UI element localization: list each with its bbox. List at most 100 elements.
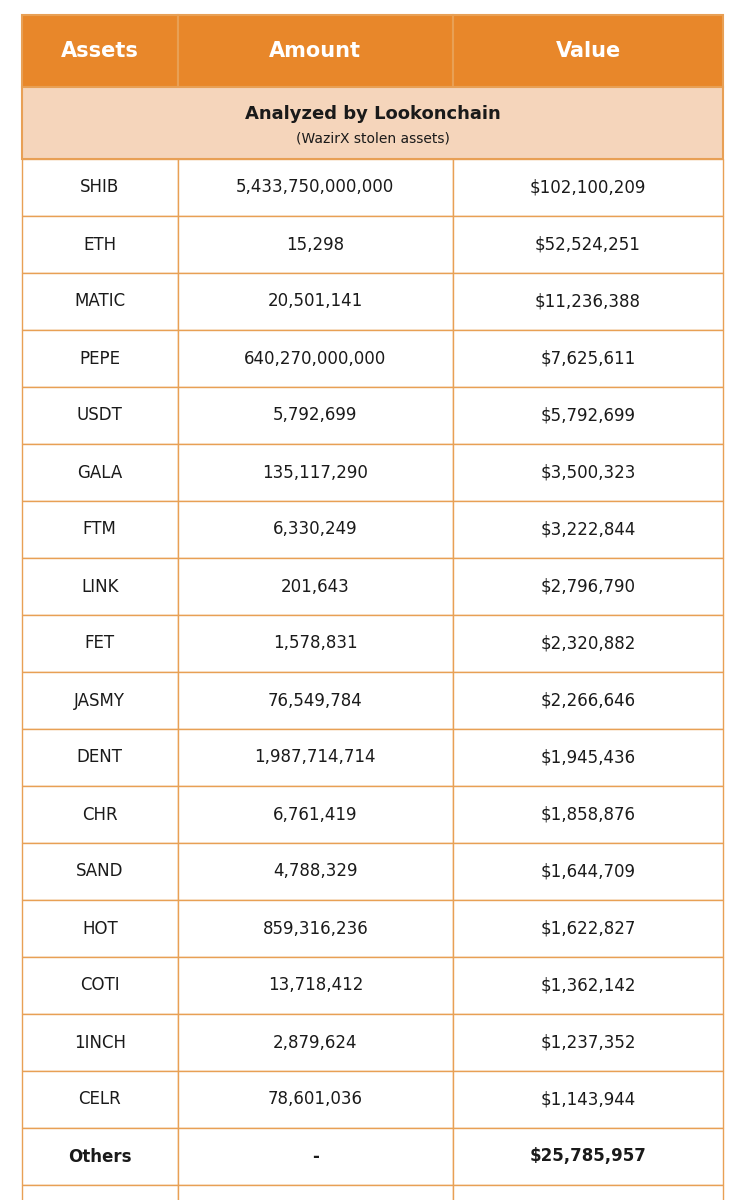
Text: SAND: SAND [76, 863, 124, 881]
Text: $7,625,611: $7,625,611 [540, 349, 635, 367]
Text: MATIC: MATIC [74, 293, 125, 311]
Bar [177, 1014, 453, 1070]
Bar [22, 1186, 177, 1200]
Text: 2,879,624: 2,879,624 [273, 1033, 358, 1051]
Text: FTM: FTM [83, 521, 117, 539]
Text: $3,222,844: $3,222,844 [540, 521, 635, 539]
Bar [177, 900, 453, 958]
Bar [22, 728, 177, 786]
Text: 13,718,412: 13,718,412 [267, 977, 363, 995]
Text: $102,100,209: $102,100,209 [530, 179, 646, 197]
Bar [22, 1070, 177, 1128]
Text: $3,500,323: $3,500,323 [540, 463, 635, 481]
Bar [22, 1014, 177, 1070]
Text: $1,945,436: $1,945,436 [540, 749, 635, 767]
Bar [177, 958, 453, 1014]
Bar [177, 216, 453, 272]
Text: $1,858,876: $1,858,876 [541, 805, 635, 823]
Text: HOT: HOT [82, 919, 118, 937]
Text: 1INCH: 1INCH [74, 1033, 126, 1051]
Text: 6,761,419: 6,761,419 [273, 805, 358, 823]
Text: $1,362,142: $1,362,142 [540, 977, 635, 995]
Bar [453, 14, 723, 86]
Text: Value: Value [556, 41, 621, 61]
Text: 640,270,000,000: 640,270,000,000 [244, 349, 387, 367]
Text: COTI: COTI [80, 977, 120, 995]
Bar [22, 330, 177, 386]
Text: 6,330,249: 6,330,249 [273, 521, 358, 539]
Text: $1,644,709: $1,644,709 [541, 863, 635, 881]
Text: LINK: LINK [81, 577, 118, 595]
Text: JASMY: JASMY [74, 691, 125, 709]
Bar [453, 330, 723, 386]
Text: CHR: CHR [82, 805, 118, 823]
Text: 135,117,290: 135,117,290 [262, 463, 368, 481]
Bar [22, 786, 177, 842]
Text: SHIB: SHIB [80, 179, 119, 197]
Bar [177, 728, 453, 786]
Text: 1,578,831: 1,578,831 [273, 635, 358, 653]
Bar [177, 444, 453, 502]
Text: $1,237,352: $1,237,352 [540, 1033, 635, 1051]
Text: ETH: ETH [83, 235, 116, 253]
Bar [453, 900, 723, 958]
Bar [453, 216, 723, 272]
Bar [453, 958, 723, 1014]
Text: 201,643: 201,643 [281, 577, 349, 595]
Text: 15,298: 15,298 [286, 235, 344, 253]
Bar [22, 444, 177, 502]
Bar [22, 842, 177, 900]
Bar [453, 1186, 723, 1200]
Text: 5,433,750,000,000: 5,433,750,000,000 [236, 179, 395, 197]
Bar [453, 614, 723, 672]
Bar [177, 1186, 453, 1200]
Bar [22, 86, 723, 158]
Bar [453, 444, 723, 502]
Text: $1,622,827: $1,622,827 [540, 919, 635, 937]
Text: Assets: Assets [61, 41, 139, 61]
Text: $1,143,944: $1,143,944 [540, 1091, 635, 1109]
Text: -: - [312, 1147, 319, 1165]
Bar [177, 842, 453, 900]
Bar [453, 1070, 723, 1128]
Bar [177, 786, 453, 842]
Bar [177, 330, 453, 386]
Text: 78,601,036: 78,601,036 [268, 1091, 363, 1109]
Text: $11,236,388: $11,236,388 [535, 293, 641, 311]
Bar [453, 158, 723, 216]
Text: GALA: GALA [77, 463, 122, 481]
Bar [453, 842, 723, 900]
Text: Others: Others [68, 1147, 132, 1165]
Bar [177, 614, 453, 672]
Text: 859,316,236: 859,316,236 [262, 919, 368, 937]
Text: 1,987,714,714: 1,987,714,714 [255, 749, 376, 767]
Text: $2,796,790: $2,796,790 [541, 577, 635, 595]
Text: $2,320,882: $2,320,882 [540, 635, 635, 653]
Bar [177, 386, 453, 444]
Bar [453, 1128, 723, 1186]
Bar [22, 900, 177, 958]
Text: CELR: CELR [78, 1091, 121, 1109]
Bar [177, 1128, 453, 1186]
Text: (WazirX stolen assets): (WazirX stolen assets) [296, 132, 449, 146]
Bar [453, 502, 723, 558]
Bar [177, 502, 453, 558]
Bar [22, 272, 177, 330]
Text: 20,501,141: 20,501,141 [267, 293, 363, 311]
Bar [177, 558, 453, 614]
Text: 76,549,784: 76,549,784 [268, 691, 363, 709]
Text: $2,266,646: $2,266,646 [540, 691, 635, 709]
Text: $25,785,957: $25,785,957 [530, 1147, 647, 1165]
Bar [453, 1014, 723, 1070]
Bar [22, 958, 177, 1014]
Bar [177, 158, 453, 216]
Bar [453, 728, 723, 786]
Bar [453, 558, 723, 614]
Text: $5,792,699: $5,792,699 [541, 407, 635, 425]
Bar [22, 216, 177, 272]
Bar [177, 272, 453, 330]
Bar [177, 14, 453, 86]
Text: Amount: Amount [270, 41, 361, 61]
Bar [453, 272, 723, 330]
Text: Analyzed by Lookonchain: Analyzed by Lookonchain [244, 106, 501, 124]
